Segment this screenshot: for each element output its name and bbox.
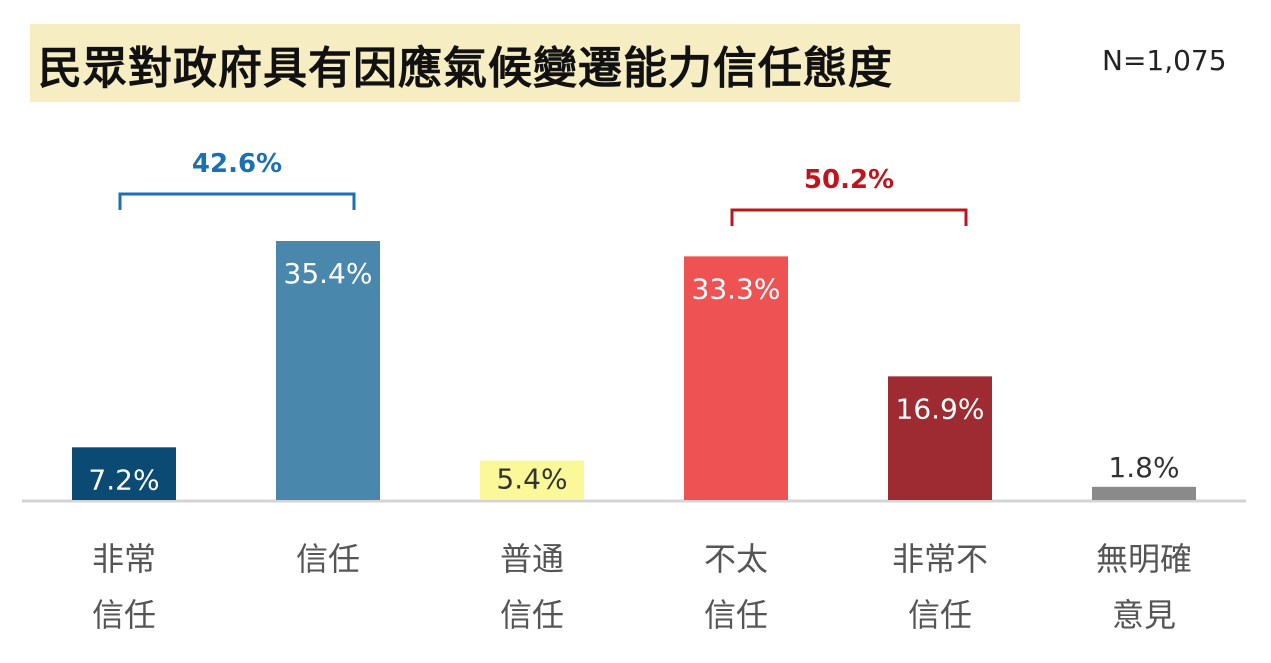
category-label: 非常 xyxy=(92,540,156,578)
bar xyxy=(276,241,380,500)
sample-size-label: N=1,075 xyxy=(1102,44,1227,77)
bar xyxy=(684,256,788,500)
data-label: 16.9% xyxy=(896,392,985,425)
category-label: 信任 xyxy=(500,596,564,634)
category-label: 信任 xyxy=(704,596,768,634)
category-label: 信任 xyxy=(296,540,360,578)
data-label: 5.4% xyxy=(496,462,567,495)
title-box: 民眾對政府具有因應氣候變遷能力信任態度 xyxy=(30,24,1020,102)
group-bracket xyxy=(118,192,356,210)
data-label: 7.2% xyxy=(88,463,159,496)
group-bracket xyxy=(730,208,968,226)
group-total-label: 50.2% xyxy=(804,165,894,195)
group-total-label: 42.6% xyxy=(192,149,282,179)
category-label: 不太 xyxy=(704,540,768,578)
data-label: 1.8% xyxy=(1108,451,1179,484)
category-label: 意見 xyxy=(1112,596,1176,634)
bar xyxy=(480,460,584,500)
data-label: 33.3% xyxy=(692,272,781,305)
category-label: 無明確 xyxy=(1096,540,1192,578)
chart-title: 民眾對政府具有因應氣候變遷能力信任態度 xyxy=(38,43,893,94)
category-label: 信任 xyxy=(92,596,156,634)
data-label: 35.4% xyxy=(284,257,373,290)
category-label: 信任 xyxy=(908,596,972,634)
category-label: 普通 xyxy=(500,540,564,578)
bar xyxy=(72,447,176,500)
bar xyxy=(888,376,992,500)
bar xyxy=(1092,486,1196,500)
category-label: 非常不 xyxy=(892,540,988,578)
